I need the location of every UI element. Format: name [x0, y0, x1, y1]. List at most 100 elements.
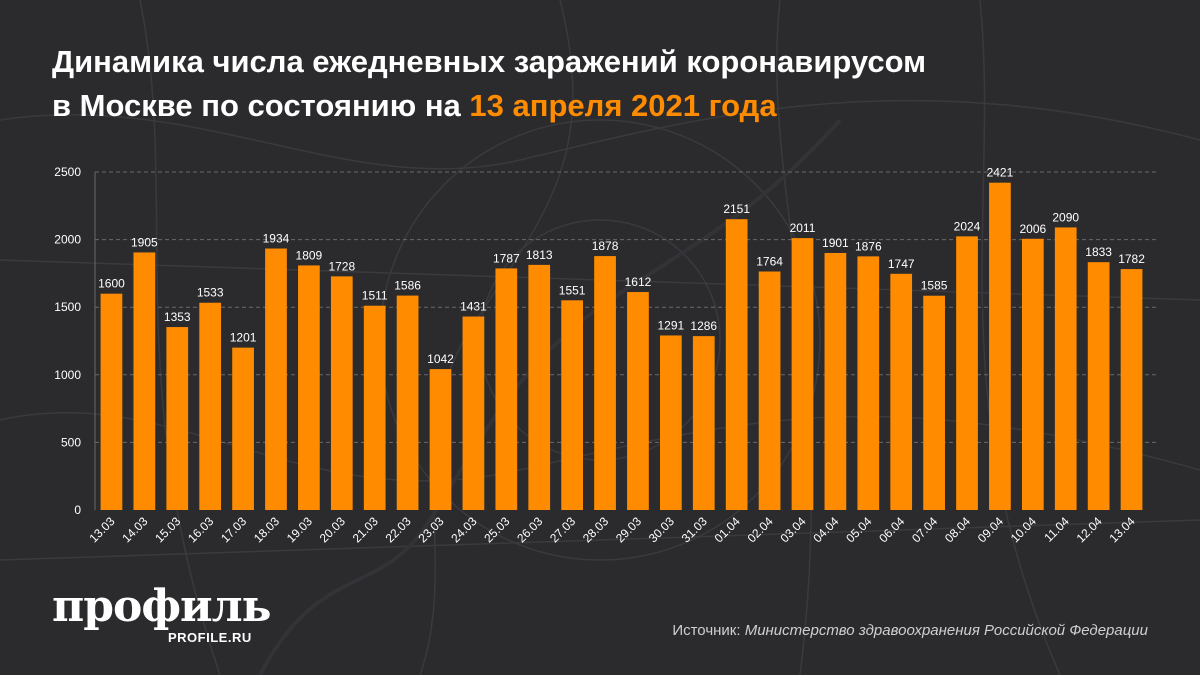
data-label: 1353 — [164, 310, 191, 324]
y-tick-label: 1500 — [54, 300, 81, 314]
x-tick-label: 26.03 — [514, 514, 545, 545]
bar — [791, 238, 814, 510]
data-label: 2421 — [987, 166, 1014, 180]
bar — [133, 252, 156, 510]
data-label: 1833 — [1085, 245, 1112, 259]
bar — [660, 335, 682, 510]
data-label: 1201 — [230, 331, 257, 345]
x-tick-label: 08.04 — [942, 514, 973, 545]
x-tick-label: 23.03 — [416, 514, 447, 545]
bar — [1120, 269, 1143, 510]
x-tick-label: 06.04 — [876, 514, 907, 545]
x-tick-label: 01.04 — [712, 514, 743, 545]
data-label: 1809 — [296, 248, 323, 262]
bar — [298, 265, 320, 510]
data-label: 1901 — [822, 236, 849, 250]
data-label: 1600 — [98, 277, 125, 291]
x-tick-label: 20.03 — [317, 514, 348, 545]
y-tick-label: 0 — [74, 503, 81, 517]
data-label: 1511 — [362, 289, 388, 303]
data-label: 1747 — [888, 257, 915, 271]
x-tick-label: 31.03 — [679, 514, 710, 545]
bar — [232, 347, 254, 510]
source-label: Источник: — [672, 622, 745, 639]
x-tick-label: 12.04 — [1074, 514, 1105, 545]
x-tick-label: 30.03 — [646, 514, 677, 545]
profile-logo: профиль — [52, 581, 272, 632]
chart-title: Динамика числа ежедневных заражений коро… — [52, 40, 1172, 128]
x-tick-label: 07.04 — [909, 514, 940, 545]
data-label: 2151 — [723, 202, 750, 216]
x-tick-label: 13.03 — [86, 514, 117, 545]
x-tick-label: 27.03 — [547, 514, 578, 545]
data-label: 1431 — [460, 300, 487, 314]
bar — [462, 316, 485, 510]
bar — [1054, 227, 1077, 510]
bar — [824, 252, 847, 510]
bar — [989, 182, 1011, 511]
data-label: 1782 — [1118, 252, 1145, 266]
y-tick-label: 2000 — [54, 233, 81, 247]
x-tick-label: 15.03 — [152, 514, 183, 545]
data-label: 1728 — [328, 259, 355, 273]
bar — [923, 295, 945, 510]
x-tick-label: 02.04 — [745, 514, 776, 545]
bar — [692, 336, 715, 510]
x-tick-label: 13.04 — [1107, 514, 1138, 545]
bar — [363, 305, 386, 510]
bar — [1087, 262, 1110, 510]
bar — [594, 256, 616, 510]
labels-layer: 1600 1905 1353 1533 1201 1934 1809 1728 1511 1586… — [98, 166, 1145, 366]
bar — [265, 248, 287, 510]
data-label: 1291 — [658, 318, 685, 332]
x-tick-label: 16.03 — [185, 514, 216, 545]
x-tick-label: 29.03 — [613, 514, 644, 545]
data-label: 1612 — [625, 275, 652, 289]
x-tick-label: 03.04 — [777, 514, 808, 545]
data-label: 1787 — [493, 251, 520, 265]
data-label: 2006 — [1019, 222, 1046, 236]
title-line-1: Динамика числа ежедневных заражений коро… — [52, 44, 927, 79]
data-label: 1551 — [559, 283, 586, 297]
data-label: 1533 — [197, 286, 224, 300]
data-label: 2011 — [790, 221, 816, 235]
x-tick-label: 24.03 — [448, 514, 479, 545]
bar — [166, 327, 189, 510]
profile-logo-url: PROFILE.RU — [168, 630, 252, 645]
title-line-2-prefix: в Москве по состоянию на — [52, 88, 470, 123]
x-tick-label: 22.03 — [383, 514, 414, 545]
bar — [890, 273, 913, 510]
bars-layer — [100, 182, 1143, 511]
bar — [396, 295, 419, 510]
x-tick-label: 11.04 — [1041, 514, 1072, 545]
bar — [100, 293, 123, 510]
bar — [429, 369, 452, 510]
bar — [857, 256, 880, 510]
bar — [528, 264, 551, 510]
bar — [330, 276, 353, 510]
data-label: 1876 — [855, 239, 882, 253]
data-label: 2024 — [954, 219, 981, 233]
bar — [495, 268, 518, 510]
bar — [1021, 238, 1044, 510]
x-tick-label: 05.04 — [843, 514, 874, 545]
bar — [758, 271, 781, 510]
title-date: 13 апреля 2021 года — [469, 88, 777, 123]
data-label: 1585 — [921, 279, 948, 293]
data-label: 1764 — [756, 255, 783, 269]
data-label: 1286 — [690, 319, 717, 333]
bar — [725, 219, 748, 510]
x-tick-label: 09.04 — [975, 514, 1006, 545]
source-text: Министерство здравоохранения Российской … — [744, 622, 1148, 639]
x-tick-label: 19.03 — [284, 514, 315, 545]
x-tick-label: 04.04 — [810, 514, 841, 545]
data-label: 1934 — [263, 232, 290, 246]
x-tick-label: 14.03 — [119, 514, 150, 545]
x-tick-label: 10.04 — [1008, 514, 1039, 545]
x-axis: 13.03 14.03 15.03 16.03 17.03 18.03 19.03 20.03… — [86, 514, 1137, 545]
y-axis: 0 500 1000 1500 2000 2500 — [54, 165, 81, 517]
bar — [561, 300, 583, 510]
bar — [956, 236, 978, 510]
x-tick-label: 28.03 — [580, 514, 611, 545]
y-tick-label: 1000 — [54, 368, 81, 382]
